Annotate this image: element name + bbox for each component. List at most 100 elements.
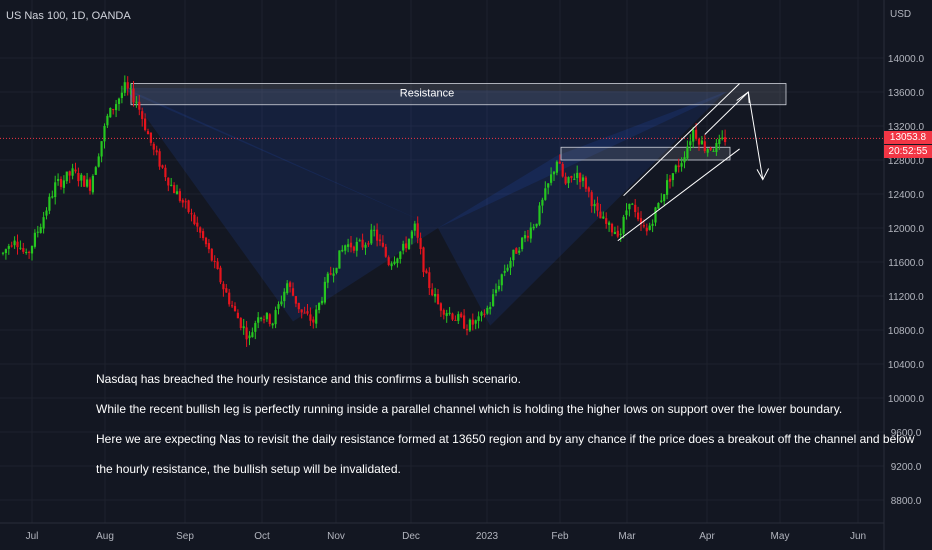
candle-body xyxy=(187,200,190,213)
price-tick-label: 10800.0 xyxy=(888,326,925,337)
price-axis[interactable]: 14000.0 13600.0 13200.0 12800.0 12400.0 12000… xyxy=(883,0,932,550)
candle-body xyxy=(590,192,593,207)
candle-body xyxy=(178,191,181,201)
candle-body xyxy=(668,178,672,182)
candle-body xyxy=(45,210,48,216)
candle-body xyxy=(523,235,527,239)
candle-body xyxy=(697,138,701,145)
candle-body xyxy=(500,274,503,286)
candle-body xyxy=(721,137,724,139)
time-tick-label: Nov xyxy=(327,531,345,542)
candle-body xyxy=(616,230,619,237)
candle-body xyxy=(355,241,358,251)
candle-body xyxy=(610,223,614,233)
candle-body xyxy=(497,285,500,290)
candle-body xyxy=(550,174,553,183)
candle-body xyxy=(460,313,463,318)
candle-body xyxy=(483,313,486,315)
candle-body xyxy=(613,232,616,235)
channel-lower-line xyxy=(617,148,740,242)
candle-body xyxy=(51,196,54,198)
candle-body xyxy=(547,183,550,188)
candle-body xyxy=(161,165,164,168)
candle-body xyxy=(251,332,254,338)
candle-body xyxy=(599,211,602,219)
candle-body xyxy=(167,177,170,186)
time-tick-label: Sep xyxy=(176,531,194,542)
candle-body xyxy=(344,245,347,251)
candle-body xyxy=(352,246,355,251)
candle-body xyxy=(428,272,431,289)
candle-body xyxy=(326,273,329,283)
candle-body xyxy=(152,143,155,150)
candle-body xyxy=(254,323,257,332)
candle-body xyxy=(689,141,692,146)
candle-body xyxy=(260,317,263,319)
candle-body xyxy=(329,273,332,275)
candle-body xyxy=(4,249,7,253)
candle-body xyxy=(91,175,94,193)
candle-body xyxy=(170,184,173,186)
resistance-label: Resistance xyxy=(400,88,454,100)
candle-body xyxy=(506,267,509,271)
candle-body xyxy=(518,250,521,253)
price-tick-label: 9200.0 xyxy=(891,462,922,473)
candle-body xyxy=(233,306,237,312)
candle-body xyxy=(712,150,715,152)
candle-body xyxy=(207,243,210,250)
candle-body xyxy=(474,320,477,324)
candle-body xyxy=(7,246,10,249)
harmonic-pattern-leg xyxy=(438,155,557,326)
candle-body xyxy=(724,137,727,143)
candle-body xyxy=(538,205,541,225)
analysis-notes: Nasdaq has breached the hourly resistanc… xyxy=(96,371,914,491)
candle-body xyxy=(419,238,422,250)
candle-body xyxy=(149,132,152,143)
candle-body xyxy=(175,191,179,195)
candle-body xyxy=(57,179,60,181)
candle-body xyxy=(242,326,245,329)
candle-body xyxy=(332,273,335,276)
candle-body xyxy=(674,165,677,172)
candle-body xyxy=(338,250,341,269)
candle-body xyxy=(700,140,703,145)
candle-body xyxy=(416,223,419,238)
candle-body xyxy=(625,210,628,216)
candle-body xyxy=(300,309,303,313)
channel-upper-line xyxy=(623,83,740,197)
candle-body xyxy=(532,226,535,229)
candle-body xyxy=(529,227,532,239)
candle-body xyxy=(190,213,193,215)
candle-body xyxy=(88,179,92,191)
candle-body xyxy=(245,327,248,340)
harmonic-pattern-leg xyxy=(119,87,728,228)
projection-up-arrow xyxy=(704,91,749,135)
candle-body xyxy=(573,178,576,180)
candle-body xyxy=(544,188,547,200)
price-tick-label: 14000.0 xyxy=(888,54,925,65)
candle-body xyxy=(141,111,144,120)
candle-body xyxy=(445,313,448,316)
price-tick-label: 10000.0 xyxy=(888,394,925,405)
candle-body xyxy=(286,283,289,294)
candle-body xyxy=(80,174,83,181)
candle-body xyxy=(477,316,480,322)
candle-body xyxy=(558,161,561,164)
arrow-head-up xyxy=(736,91,750,104)
time-axis[interactable]: Jul Aug Sep Oct Nov Dec 2023 Feb Mar Apr May Jun xyxy=(0,522,884,542)
candle-body xyxy=(216,261,219,270)
currency-label: USD xyxy=(890,9,912,20)
candle-body xyxy=(581,177,585,181)
time-tick-label: Aug xyxy=(96,531,114,542)
candle-body xyxy=(291,288,295,296)
candle-body xyxy=(236,312,239,319)
candle-body xyxy=(463,315,466,329)
candle-body xyxy=(651,223,654,226)
candle-body xyxy=(370,229,373,244)
candle-body xyxy=(239,317,242,328)
candle-body xyxy=(77,173,80,182)
candle-body xyxy=(436,294,440,305)
candle-body xyxy=(631,203,634,205)
candle-body xyxy=(561,163,564,177)
